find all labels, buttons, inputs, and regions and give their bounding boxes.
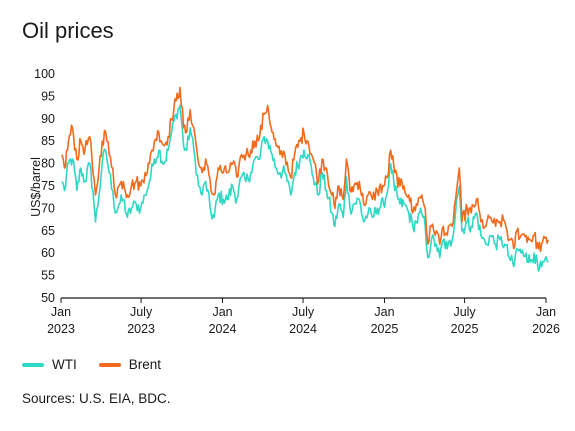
legend-label-wti: WTI [52, 357, 77, 372]
y-axis-title: US$/barrel [29, 157, 43, 217]
x-tick-label-line1: Jan [374, 305, 394, 319]
legend-item-brent: Brent [98, 357, 162, 372]
x-tick-label-line1: Jan [536, 305, 556, 319]
x-tick-label-line1: July [130, 305, 153, 319]
chart-title: Oil prices [22, 18, 114, 43]
x-tick-label-line2: 2025 [371, 322, 399, 336]
x-tick-label-2023-01: Jan 2023 [47, 305, 75, 336]
series-line-brent [61, 86, 549, 253]
x-axis-ticks [60, 298, 547, 303]
y-tick-label-90: 90 [41, 112, 55, 126]
legend: WTI Brent [22, 357, 183, 372]
x-tick-label-line1: July [292, 305, 315, 319]
x-tick-label-2026-01: Jan 2026 [532, 305, 560, 336]
source-note: Sources: U.S. EIA, BDC. [22, 391, 171, 406]
x-tick-label-line2: 2025 [451, 322, 479, 336]
y-tick-label-55: 55 [41, 269, 55, 283]
x-tick-label-line2: 2024 [289, 322, 317, 336]
y-tick-label-95: 95 [41, 89, 55, 103]
series-line-wti [61, 104, 549, 272]
x-tick-label-line1: Jan [51, 305, 71, 319]
y-tick-label-85: 85 [41, 134, 55, 148]
x-tick-label-2023-07: July 2023 [127, 305, 155, 336]
x-tick-label-line2: 2023 [127, 322, 155, 336]
y-tick-label-80: 80 [41, 157, 55, 171]
x-tick-label-line2: 2026 [532, 322, 560, 336]
y-tick-label-100: 100 [34, 67, 55, 81]
legend-swatch-brent [98, 362, 121, 367]
oil-price-chart: 50 55 60 65 70 75 80 85 90 95 100 US$/barrel Jan 20… [29, 67, 560, 336]
x-tick-label-line2: 2024 [209, 322, 237, 336]
legend-label-brent: Brent [128, 357, 162, 372]
x-tick-label-2024-01: Jan 2024 [209, 305, 237, 336]
x-tick-label-2024-07: July 2024 [289, 305, 317, 336]
y-tick-label-65: 65 [41, 224, 55, 238]
y-axis-tick-labels: 50 55 60 65 70 75 80 85 90 95 100 [34, 67, 55, 305]
y-tick-label-75: 75 [41, 179, 55, 193]
x-tick-label-line1: July [453, 305, 476, 319]
y-tick-label-50: 50 [41, 291, 55, 305]
legend-item-wti: WTI [22, 357, 77, 372]
x-tick-label-line2: 2023 [47, 322, 75, 336]
y-tick-label-60: 60 [41, 246, 55, 260]
legend-swatch-wti [22, 362, 44, 367]
x-tick-label-line1: Jan [212, 305, 232, 319]
x-tick-label-2025-07: July 2025 [451, 305, 479, 336]
y-tick-label-70: 70 [41, 201, 55, 215]
series-lines [61, 86, 549, 272]
x-tick-label-2025-01: Jan 2025 [371, 305, 399, 336]
